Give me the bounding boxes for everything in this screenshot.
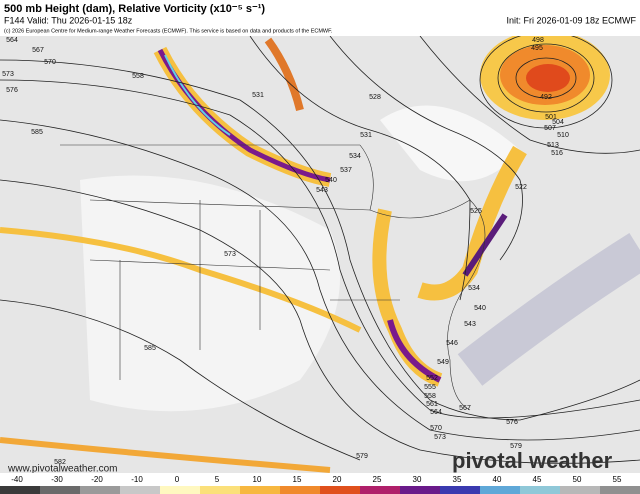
colorbar-label: 10 [253,475,262,484]
colorbar-swatch [520,486,560,494]
contour-label: 570 [44,59,56,66]
contour-label: 510 [557,132,569,139]
colorbar-swatch [160,486,200,494]
colorbar-swatch [80,486,120,494]
contour-label: 555 [424,384,436,391]
contour-label: 573 [434,434,446,441]
contour-label: 501 [545,114,557,121]
contour-label: 585 [144,345,156,352]
colorbar-swatch [240,486,280,494]
colorbar-label: 25 [373,475,382,484]
contour-label: 522 [515,184,527,191]
colorbar-label: 30 [413,475,422,484]
colorbar-swatch [480,486,520,494]
colorbar-swatch [600,486,640,494]
colorbar-label: 55 [613,475,622,484]
colorbar-label: 20 [333,475,342,484]
contour-label: 585 [31,129,43,136]
contour-label: 582 [54,459,66,466]
valid-time: F144 Valid: Thu 2026-01-15 18z [4,15,133,25]
contour-label: 537 [340,167,352,174]
contour-label: 528 [369,94,381,101]
colorbar-swatch [200,486,240,494]
contour-label: 540 [325,177,337,184]
colorbar-swatch [40,486,80,494]
contour-label: 579 [510,443,522,450]
contour-label: 507 [544,125,556,132]
vorticity-band [387,319,442,383]
watermark-url: www.pivotalweather.com [7,464,118,475]
colorbar: -40 -30 -20 -10 0 5 10 15 20 25 30 35 40 45 50 55 [0,473,640,494]
colorbar-swatch [440,486,480,494]
vorticity-band [457,233,640,386]
contour-label: 561 [426,401,438,408]
contour-label: 525 [470,208,482,215]
contour-label: 513 [547,142,559,149]
colorbar-label: 5 [215,475,220,484]
contour-label: 531 [252,92,264,99]
contour-label: 540 [474,305,486,312]
contour-label: 546 [446,340,458,347]
contour-label: 573 [224,251,236,258]
contour-label: 579 [356,453,368,460]
contour-label: 504 [552,119,564,126]
height-contours [0,31,640,464]
contour-label: 552 [426,375,438,382]
colorbar-label: 45 [533,475,542,484]
contour-label: 492 [540,94,552,101]
colorbar-label: 35 [453,475,462,484]
contour-label: 558 [132,73,144,80]
title: 500 mb Height (dam), Relative Vorticity … [4,3,265,15]
header: 500 mb Height (dam), Relative Vorticity … [0,0,640,36]
contour-label: 564 [6,37,18,44]
colorbar-swatch [360,486,400,494]
contour-label: 543 [316,187,328,194]
vorticity-blob [526,64,570,92]
vorticity-band [264,37,304,111]
contour-label: 573 [2,71,14,78]
colorbar-swatch [400,486,440,494]
vorticity-core [164,54,231,136]
contour-label: 549 [437,359,449,366]
header-band [0,0,640,36]
contour-label: 567 [459,405,471,412]
contour-label: 576 [6,87,18,94]
contour-label: 567 [32,47,44,54]
colorbar-label: 50 [573,475,582,484]
colorbar-label: -30 [51,475,63,484]
colorbar-swatch [560,486,600,494]
colorbar-label: 40 [493,475,502,484]
vorticity-band [462,213,508,277]
contour-label: 558 [424,393,436,400]
contour-label: 516 [551,150,563,157]
colorbar-swatch [280,486,320,494]
colorbar-label: 15 [293,475,302,484]
colorbar-label: -20 [91,475,103,484]
colorbar-swatch [320,486,360,494]
contour-label: 534 [468,285,480,292]
contour-label: 570 [430,425,442,432]
colorbar-label: -40 [11,475,23,484]
contour-label: 543 [464,321,476,328]
contour-label: 576 [506,419,518,426]
field-patch [380,105,520,182]
contour-label: 534 [349,153,361,160]
boundaries [60,144,486,411]
contour-label: 564 [430,409,442,416]
colorbar-swatch [0,486,40,494]
field-patch [80,175,340,412]
contour-label: 498 [532,37,544,44]
contour-label: 531 [360,132,372,139]
copyright: (c) 2026 European Centre for Medium-rang… [4,28,333,34]
contour-label: 495 [531,45,543,52]
colorbar-label: -10 [131,475,143,484]
colorbar-label: 0 [175,475,180,484]
watermark-logo: pivotal weather [452,448,613,473]
colorbar-swatch [120,486,160,494]
vorticity-band [0,437,331,473]
init-time: Init: Fri 2026-01-09 18z ECMWF [506,15,636,25]
